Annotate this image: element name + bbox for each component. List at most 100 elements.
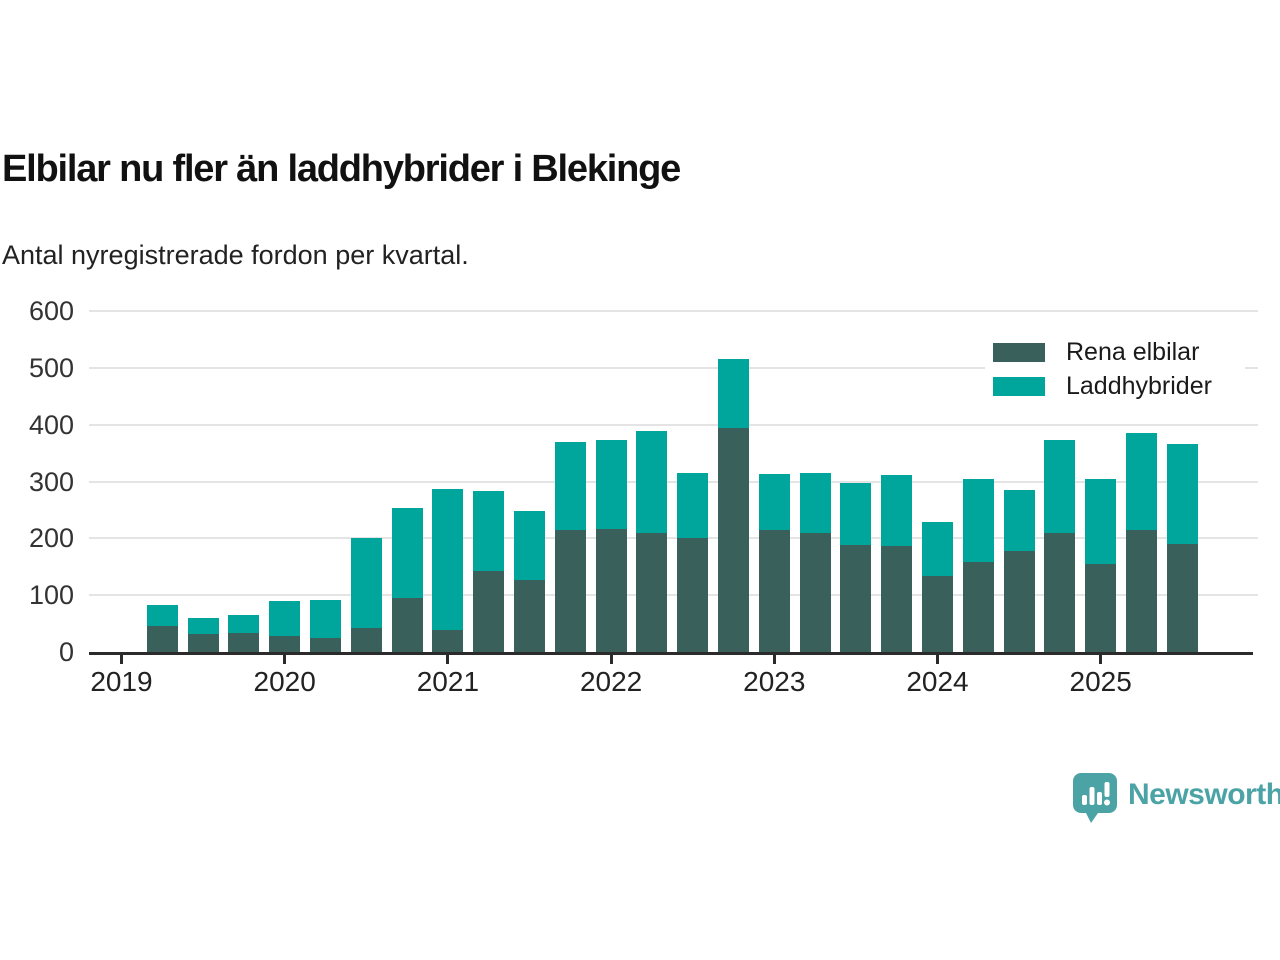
bar-segment-laddhybrider xyxy=(146,605,178,626)
bar-segment-rena-elbilar xyxy=(840,544,872,652)
bar-2023-Q1 xyxy=(758,474,790,652)
x-axis-line xyxy=(89,652,1253,655)
brand-name: Newsworthy xyxy=(1128,778,1280,811)
bar-segment-laddhybrider xyxy=(636,431,668,533)
bar-2025-Q1 xyxy=(1085,478,1117,652)
bar-2025-Q3 xyxy=(1166,443,1198,652)
gridline-500 xyxy=(89,367,1258,369)
x-axis-tick-2019 xyxy=(120,652,123,664)
x-axis-tick-2022 xyxy=(609,652,613,664)
y-axis-label-300: 300 xyxy=(28,466,74,497)
bar-segment-rena-elbilar xyxy=(1003,551,1035,652)
bar-segment-laddhybrider xyxy=(310,600,341,639)
x-axis-tick-2020 xyxy=(283,652,287,664)
bar-2025-Q2 xyxy=(1126,433,1157,652)
bar-segment-rena-elbilar xyxy=(595,529,627,652)
bar-segment-laddhybrider xyxy=(922,521,953,577)
bar-segment-rena-elbilar xyxy=(310,638,341,652)
bar-2024-Q1 xyxy=(922,521,953,652)
bar-2023-Q3 xyxy=(840,483,872,652)
bar-segment-laddhybrider xyxy=(840,483,872,545)
bar-2024-Q2 xyxy=(962,478,994,652)
bar-2020-Q1 xyxy=(269,601,301,652)
bar-segment-rena-elbilar xyxy=(269,635,301,652)
bar-segment-laddhybrider xyxy=(799,472,831,533)
bar-segment-rena-elbilar xyxy=(350,627,382,652)
bar-segment-laddhybrider xyxy=(718,359,749,429)
bar-segment-rena-elbilar xyxy=(1126,529,1157,652)
bar-segment-laddhybrider xyxy=(350,537,382,628)
y-axis-label-100: 100 xyxy=(28,580,74,611)
bar-segment-rena-elbilar xyxy=(554,530,586,652)
bar-segment-rena-elbilar xyxy=(758,530,790,652)
x-axis-tick-2023 xyxy=(772,652,776,664)
bar-2021-Q2 xyxy=(473,491,505,652)
x-axis-label-2022: 2022 xyxy=(579,666,643,697)
bar-2020-Q4 xyxy=(391,507,423,652)
bar-segment-laddhybrider xyxy=(1085,478,1117,564)
bar-segment-laddhybrider xyxy=(269,601,301,636)
x-axis-label-2025: 2025 xyxy=(1069,666,1132,697)
bar-2022-Q2 xyxy=(636,431,668,652)
y-axis-label-200: 200 xyxy=(28,523,74,554)
legend-swatch-laddhybrider xyxy=(993,376,1045,396)
bar-segment-rena-elbilar xyxy=(799,532,831,652)
y-axis-label-400: 400 xyxy=(28,409,74,440)
legend-item-rena-elbilar: Rena elbilar xyxy=(993,337,1245,367)
bar-2022-Q3 xyxy=(677,473,709,652)
bar-2019-Q4 xyxy=(228,615,260,652)
y-axis-label-600: 600 xyxy=(28,296,74,327)
bar-segment-rena-elbilar xyxy=(962,562,994,652)
bar-segment-laddhybrider xyxy=(758,474,790,531)
bar-segment-laddhybrider xyxy=(473,491,505,572)
bar-segment-laddhybrider xyxy=(1044,439,1076,533)
newsworthy-logo: Newsworthy xyxy=(1072,772,1280,824)
bar-segment-rena-elbilar xyxy=(391,598,423,652)
bar-segment-laddhybrider xyxy=(1003,489,1035,552)
bar-segment-rena-elbilar xyxy=(187,633,219,652)
y-axis-label-0: 0 xyxy=(58,637,74,667)
bar-segment-laddhybrider xyxy=(514,511,545,580)
x-axis-label-2021: 2021 xyxy=(416,666,480,697)
bar-2020-Q3 xyxy=(350,537,382,652)
legend-swatch-rena-elbilar xyxy=(993,342,1045,362)
bar-2022-Q4 xyxy=(718,359,749,652)
bar-segment-laddhybrider xyxy=(881,475,913,546)
bar-2019-Q3 xyxy=(187,617,219,652)
bar-segment-rena-elbilar xyxy=(677,537,709,652)
y-axis-label-500: 500 xyxy=(28,353,74,383)
x-axis-tick-2025 xyxy=(1099,652,1103,664)
bar-segment-rena-elbilar xyxy=(922,576,953,652)
x-axis-tick-2021 xyxy=(446,652,450,664)
x-axis-label-2023: 2023 xyxy=(743,666,806,697)
legend-label: Laddhybrider xyxy=(1066,371,1212,400)
x-axis-label-2020: 2020 xyxy=(253,666,316,697)
bar-segment-rena-elbilar xyxy=(636,532,668,652)
bar-segment-laddhybrider xyxy=(595,439,627,530)
bar-segment-laddhybrider xyxy=(391,507,423,599)
bar-segment-rena-elbilar xyxy=(146,625,178,652)
bar-segment-laddhybrider xyxy=(962,478,994,563)
gridline-100 xyxy=(89,594,1258,597)
gridline-200 xyxy=(89,537,1258,540)
bar-segment-rena-elbilar xyxy=(718,428,749,652)
x-axis-label-2024: 2024 xyxy=(906,666,969,697)
bar-segment-rena-elbilar xyxy=(1085,563,1117,652)
bar-2019-Q2 xyxy=(146,605,178,652)
bar-2023-Q4 xyxy=(881,475,913,652)
gridline-300 xyxy=(89,480,1258,483)
bar-2021-Q4 xyxy=(554,441,586,652)
bar-segment-rena-elbilar xyxy=(881,545,913,652)
chart-title: Elbilar nu fler än laddhybrider i Blekin… xyxy=(2,148,681,190)
chart-subtitle: Antal nyregistrerade fordon per kvartal. xyxy=(2,240,469,270)
newsworthy-logo-icon xyxy=(1073,773,1117,823)
bar-segment-rena-elbilar xyxy=(1044,532,1076,652)
bar-segment-rena-elbilar xyxy=(514,579,545,652)
bar-2024-Q3 xyxy=(1003,489,1035,652)
x-axis-label-2019: 2019 xyxy=(90,666,153,697)
legend-label: Rena elbilar xyxy=(1066,337,1200,366)
bar-segment-laddhybrider xyxy=(554,441,586,531)
gridline-600 xyxy=(89,310,1258,313)
